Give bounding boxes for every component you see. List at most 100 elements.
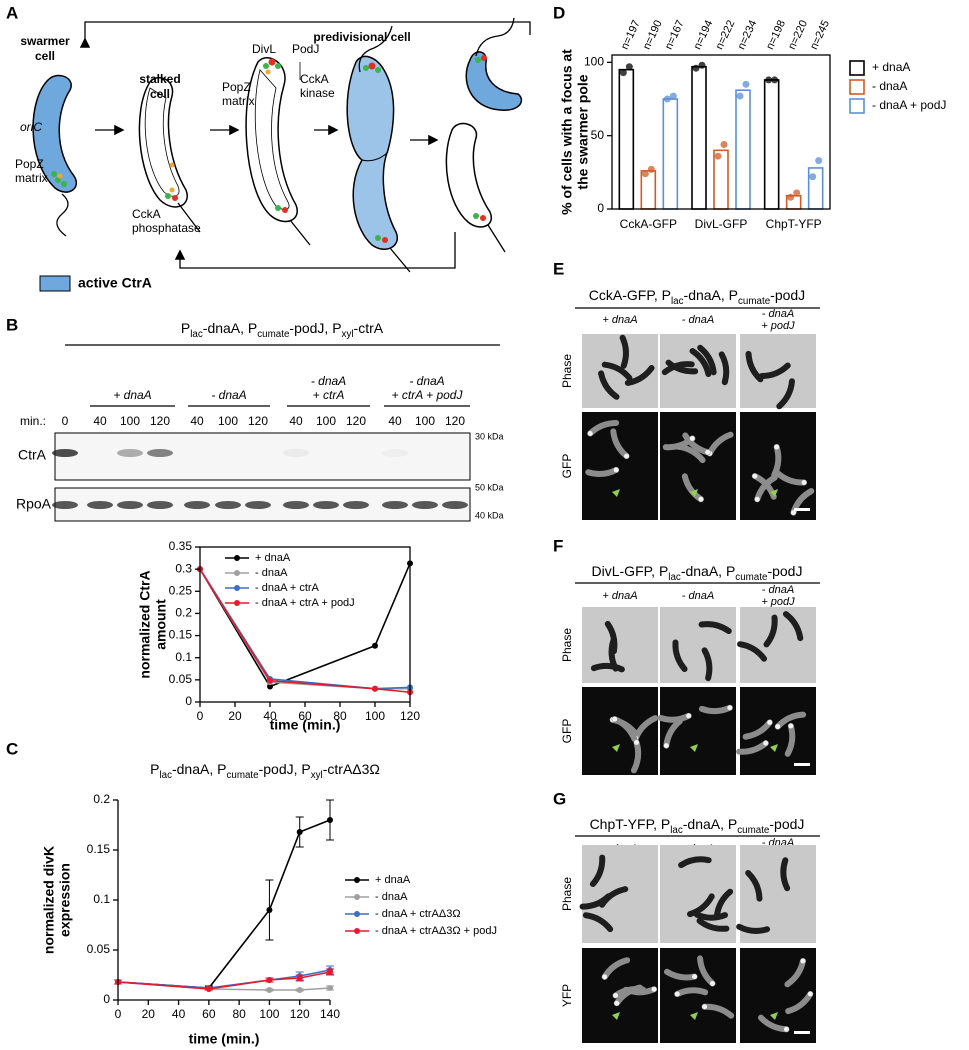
x-tick-label: 20 <box>228 709 242 723</box>
cell <box>601 361 633 381</box>
y-axis-title: the swarmer pole <box>575 74 591 189</box>
point <box>296 975 303 981</box>
cell <box>598 370 620 400</box>
diagram-label: matrix <box>222 94 255 108</box>
replicate-dot <box>647 165 655 173</box>
cell <box>619 334 629 369</box>
legend-label: - dnaA + ctrAΔ3Ω <box>375 908 461 920</box>
legend-label: - dnaA <box>375 891 408 903</box>
y-tick-label: 100 <box>584 55 604 69</box>
n-label: n=234 <box>735 18 759 51</box>
lane-label: 100 <box>415 414 435 428</box>
cell <box>776 378 795 410</box>
focus <box>634 739 640 745</box>
group-label: - dnaA <box>409 374 444 388</box>
point <box>327 969 333 975</box>
marker-label: 40 kDa <box>475 510 504 520</box>
column-label: - dnaA <box>762 308 794 320</box>
x-tick-label: DivL-GFP <box>695 217 748 231</box>
cell <box>736 923 771 934</box>
row-label: GFP <box>560 719 574 744</box>
column-label: - dnaA <box>762 584 794 596</box>
stage-label: cell <box>150 87 170 101</box>
plot-frame <box>199 546 411 703</box>
legend-marker <box>234 570 240 576</box>
legend-swatch <box>849 79 865 95</box>
legend-marker <box>234 555 240 561</box>
y-tick-label: 0.05 <box>87 942 111 956</box>
focus <box>775 724 781 730</box>
scale-bar <box>794 508 810 511</box>
lane-label: 40 <box>388 414 402 428</box>
stage-label: predivisional cell <box>313 30 410 44</box>
column-label: + podJ <box>761 596 795 608</box>
focus <box>651 986 657 992</box>
x-tick-label: 100 <box>365 709 385 723</box>
lane-label: 100 <box>316 414 336 428</box>
cell <box>780 857 791 892</box>
fluorescence-image <box>660 412 736 520</box>
line <box>117 819 331 989</box>
replicate-dot <box>641 170 649 178</box>
title-part: -dnaA, P <box>681 563 735 579</box>
band <box>343 501 369 509</box>
y-tick-label: 0.3 <box>175 561 192 575</box>
group-label: + ctrA + podJ <box>392 388 464 402</box>
n-label: n=198 <box>764 18 788 51</box>
legend-label: - dnaA <box>872 79 907 93</box>
focus <box>689 435 695 441</box>
x-tick-label: CckA-GFP <box>620 217 677 231</box>
legend-label: - dnaA + ctrA + podJ <box>255 597 355 609</box>
replicate-dot <box>771 76 779 84</box>
diagram-label: DivL <box>252 42 276 56</box>
point <box>266 907 273 913</box>
focus <box>709 980 715 986</box>
replicate-dot <box>698 61 706 69</box>
stage-label: swarmer <box>20 34 70 48</box>
lane-label: 120 <box>445 414 465 428</box>
band <box>313 501 339 509</box>
focus <box>767 719 773 725</box>
replicate-dot <box>669 92 677 100</box>
replicate-dot <box>714 152 722 160</box>
title: Plac-dnaA, Pcumate-podJ, Pxyl-ctrA <box>181 320 384 340</box>
cell <box>763 614 778 648</box>
x-tick-label: 60 <box>298 709 312 723</box>
focus <box>614 1000 620 1006</box>
scale-bar <box>794 763 810 766</box>
focus <box>702 1004 708 1010</box>
column-label: - dnaA <box>682 590 714 602</box>
title-part: CckA-GFP, P <box>589 287 671 303</box>
lane-label: 100 <box>120 414 140 428</box>
arrowhead <box>770 489 778 497</box>
bar <box>691 65 707 210</box>
row-label: YFP <box>560 984 574 1007</box>
band <box>52 449 78 457</box>
subscript: cumate <box>226 770 259 781</box>
column-label: - dnaA <box>682 314 714 326</box>
y-tick-label: 0.15 <box>87 842 111 856</box>
focus <box>783 1026 789 1032</box>
focus <box>602 974 608 980</box>
title-part: P <box>150 761 159 777</box>
focus <box>800 958 806 964</box>
fluorescence-image <box>740 687 816 775</box>
x-tick-label: 0 <box>115 1007 122 1021</box>
row-label: Phase <box>560 354 574 388</box>
n-label: n=190 <box>641 18 665 51</box>
title-part: -ctrA <box>354 320 384 336</box>
title: Plac-dnaA, Pcumate-podJ, Pxyl-ctrAΔ3Ω <box>150 761 380 781</box>
cell-cycle-diagram <box>32 17 531 292</box>
y-tick-label: 0.05 <box>169 672 193 686</box>
cell <box>689 348 712 378</box>
panel-label: C <box>6 739 18 758</box>
diagram-label: matrix <box>15 171 48 185</box>
cell <box>758 362 791 380</box>
cell <box>678 856 712 869</box>
lane-label: 100 <box>218 414 238 428</box>
cell <box>624 365 655 386</box>
x-tick-label: 120 <box>290 1007 310 1021</box>
arrowhead <box>770 1012 778 1020</box>
focus <box>788 723 794 729</box>
subscript: cumate <box>738 296 771 307</box>
